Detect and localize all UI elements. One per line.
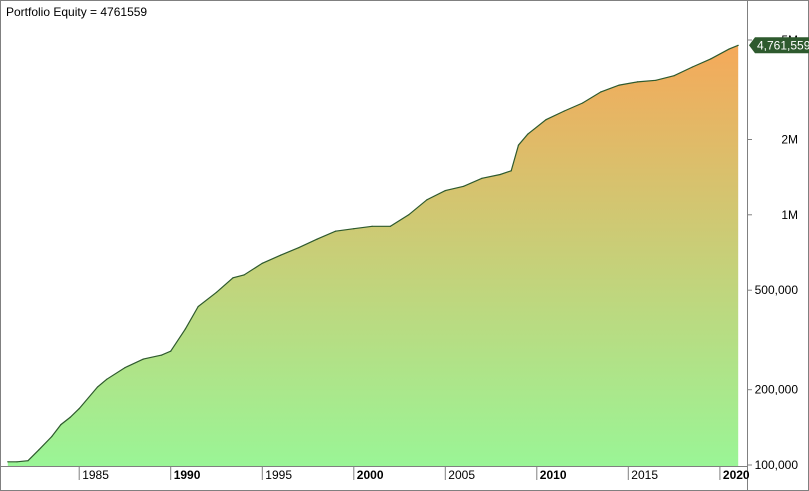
equity-data-point	[710, 58, 712, 60]
equity-data-point	[16, 461, 18, 463]
current-value-badge-shape	[749, 37, 809, 54]
chart-title: Portfolio Equity = 4761559	[6, 5, 147, 19]
equity-data-point	[96, 386, 99, 388]
equity-data-point	[184, 328, 186, 330]
equity-data-point	[170, 350, 172, 352]
equity-data-point	[737, 44, 739, 46]
y-tick-label: 200,000	[755, 383, 799, 397]
equity-line	[7, 44, 739, 463]
equity-data-point	[161, 354, 163, 356]
equity-data-point	[60, 424, 62, 426]
equity-data-point	[463, 185, 465, 187]
current-value-label: 4,761,559	[757, 38, 809, 52]
equity-data-point	[426, 199, 428, 201]
equity-data-point	[510, 170, 512, 172]
y-tick-label: 500,000	[755, 283, 799, 297]
equity-data-point	[481, 177, 483, 179]
equity-data-point	[334, 230, 337, 232]
equity-data-point	[600, 91, 602, 93]
x-tick-label: 2000	[357, 468, 384, 482]
equity-data-point	[106, 378, 108, 380]
equity-data-point	[215, 291, 218, 293]
equity-data-point	[618, 84, 620, 86]
x-tick-label: 2005	[448, 468, 475, 482]
x-tick-label: 1985	[82, 468, 109, 482]
equity-data-point	[499, 173, 501, 176]
equity-data-point	[38, 449, 40, 451]
equity-data-point	[124, 367, 126, 369]
equity-data-point	[280, 254, 282, 256]
equity-data-point	[563, 110, 565, 112]
equity-data-point	[243, 274, 245, 276]
equity-data-point	[353, 228, 355, 230]
equity-data-point	[655, 79, 657, 81]
equity-data-point	[444, 190, 446, 192]
equity-data-point	[142, 358, 144, 360]
equity-data-point	[371, 225, 373, 227]
equity-data-point	[728, 48, 730, 50]
x-tick-label: 1990	[174, 468, 201, 482]
equity-data-point	[408, 214, 410, 216]
equity-data-point	[582, 102, 584, 104]
equity-data-point	[691, 66, 694, 68]
equity-data-point	[316, 238, 318, 240]
y-tick-label: 100,000	[755, 458, 799, 472]
equity-data-point	[298, 247, 300, 249]
equity-data-point	[636, 81, 639, 83]
equity-data-point	[78, 408, 80, 410]
equity-data-point	[69, 416, 71, 418]
equity-area-fill	[7, 45, 739, 467]
equity-data-point	[261, 262, 263, 264]
equity-data-point	[232, 277, 234, 279]
equity-data-point	[517, 144, 520, 146]
plot-area	[7, 44, 739, 467]
x-tick-label: 2010	[540, 468, 567, 482]
equity-data-point	[389, 225, 391, 227]
current-value-badge: 4,761,559	[749, 37, 809, 54]
equity-data-point	[51, 435, 53, 438]
x-tick-label: 2020	[723, 468, 750, 482]
equity-data-point	[527, 133, 529, 135]
y-tick-label: 2M	[781, 133, 798, 147]
equity-data-point	[7, 461, 9, 463]
x-axis: 1985 1990 1995 2000 2005 2010 2015 2020	[0, 466, 750, 482]
equity-data-point	[673, 75, 675, 77]
equity-data-point	[27, 460, 29, 462]
y-tick-label: 1M	[781, 208, 798, 222]
x-tick-label: 2015	[631, 468, 658, 482]
equity-data-point	[545, 119, 547, 121]
x-tick-label: 1995	[265, 468, 292, 482]
equity-data-point	[197, 305, 199, 308]
